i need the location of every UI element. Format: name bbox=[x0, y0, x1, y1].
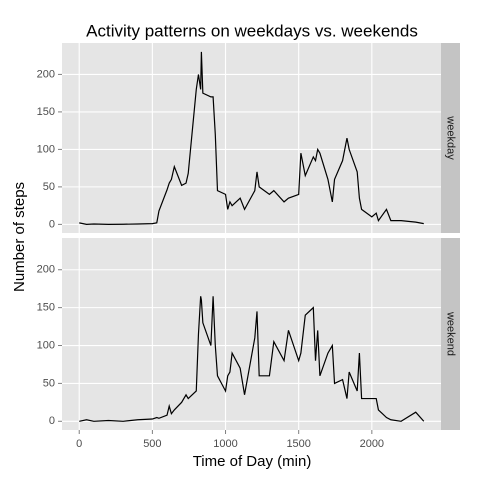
strip bbox=[441, 43, 460, 233]
x-tick-label: 2000 bbox=[360, 438, 384, 450]
y-tick-label: 0 bbox=[49, 415, 55, 427]
x-axis-label: Time of Day (min) bbox=[193, 453, 312, 470]
panel-background bbox=[62, 238, 441, 430]
y-tick-label: 50 bbox=[43, 377, 55, 389]
y-axis-label: Number of steps bbox=[11, 182, 28, 292]
y-tick-label: 200 bbox=[37, 68, 55, 80]
strip-label: weekday bbox=[445, 115, 457, 160]
y-tick-label: 0 bbox=[49, 218, 55, 230]
line bbox=[79, 296, 425, 422]
y-tick-label: 150 bbox=[37, 106, 55, 118]
x-tick-label: 1500 bbox=[286, 438, 310, 450]
y-tick-label: 100 bbox=[37, 339, 55, 351]
x-tick-label: 0 bbox=[76, 438, 82, 450]
y-tick-label: 200 bbox=[37, 264, 55, 276]
x-tick-label: 500 bbox=[143, 438, 161, 450]
x-tick-label: 1000 bbox=[213, 438, 237, 450]
panel-background bbox=[62, 43, 441, 233]
strip bbox=[441, 238, 460, 430]
y-tick-label: 150 bbox=[37, 302, 55, 314]
strip-label: weekend bbox=[445, 311, 457, 356]
y-tick-label: 50 bbox=[43, 181, 55, 193]
y-tick-label: 100 bbox=[37, 143, 55, 155]
line bbox=[79, 51, 424, 225]
chart-title: Activity patterns on weekdays vs. weeken… bbox=[86, 21, 418, 40]
